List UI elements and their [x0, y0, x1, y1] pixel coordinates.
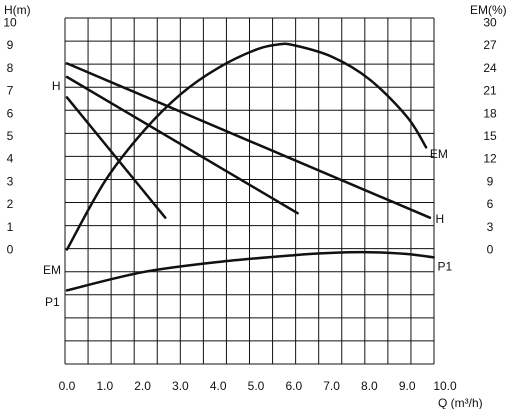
right-tick-label: 9 — [487, 174, 494, 188]
right-axis-title: EM(%) — [470, 3, 507, 17]
curve-label-p1: P1 — [437, 260, 452, 274]
left-tick-label: 5 — [7, 129, 14, 143]
left-tick-label: 9 — [7, 38, 14, 52]
x-tick-label: 7.0 — [323, 379, 340, 393]
series-p1-line — [65, 250, 435, 292]
left-tick-label: 6 — [7, 106, 14, 120]
curve-label-h: H — [52, 79, 61, 93]
x-tick-label: 1.0 — [96, 379, 113, 393]
series-h-line — [65, 96, 167, 219]
curve-label-em: EM — [430, 147, 448, 161]
right-tick-label: 18 — [483, 106, 497, 120]
series-h-line — [65, 75, 299, 215]
curves — [65, 42, 435, 292]
x-tick-label: 6.0 — [285, 379, 302, 393]
x-tick-label: 9.0 — [399, 379, 416, 393]
em-axis-label: EM — [43, 263, 61, 277]
p1-axis-label: P1 — [45, 295, 60, 309]
x-axis-title: Q (m³/h) — [438, 396, 483, 409]
right-tick-label: 15 — [483, 129, 497, 143]
left-tick-label: 2 — [7, 197, 14, 211]
right-tick-label: 24 — [483, 61, 497, 75]
x-tick-label: 10.0 — [433, 379, 457, 393]
left-tick-label: 8 — [7, 61, 14, 75]
right-tick-label: 30 — [483, 16, 497, 30]
x-tick-label: 5.0 — [248, 379, 265, 393]
left-tick-label: 4 — [7, 152, 14, 166]
x-tick-label: 8.0 — [361, 379, 378, 393]
left-axis-title: H(m) — [4, 3, 31, 17]
right-tick-label: 12 — [483, 152, 497, 166]
left-tick-label: 0 — [7, 243, 14, 257]
right-tick-label: 0 — [487, 243, 494, 257]
x-tick-label: 4.0 — [210, 379, 227, 393]
right-tick-label: 27 — [483, 38, 497, 52]
x-tick-label: 3.0 — [172, 379, 189, 393]
series-em-line — [65, 42, 428, 251]
right-tick-label: 21 — [483, 84, 497, 98]
curve-label-h: H — [436, 212, 445, 226]
left-tick-label: 1 — [7, 220, 14, 234]
right-tick-label: 3 — [487, 220, 494, 234]
x-tick-label: 2.0 — [134, 379, 151, 393]
right-tick-label: 6 — [487, 197, 494, 211]
left-tick-label: 7 — [7, 84, 14, 98]
left-tick-label: 3 — [7, 174, 14, 188]
labels: H(m) EM(%) Q (m³/h) EM P1 01234567891003… — [3, 3, 506, 409]
grid — [64, 17, 435, 365]
series-h-line — [65, 62, 432, 219]
left-tick-label: 10 — [3, 16, 17, 30]
x-tick-label: 0.0 — [59, 379, 76, 393]
